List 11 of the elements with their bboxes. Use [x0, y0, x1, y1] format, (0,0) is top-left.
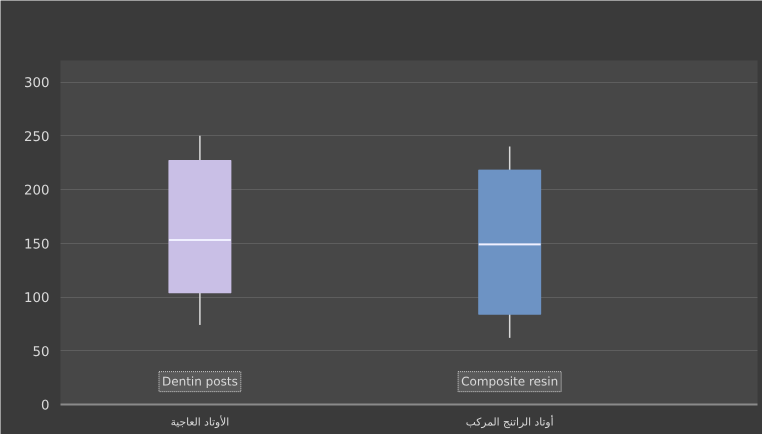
y-tick-label: 150 — [24, 237, 50, 252]
y-tick-label: 200 — [24, 184, 50, 198]
y-tick-label: 250 — [24, 130, 50, 145]
y-tick-label: 0 — [41, 398, 50, 414]
x-tick-label: أوتاد الراتنج المركب — [466, 414, 554, 428]
y-tick-label: 50 — [32, 344, 50, 360]
y-tick-label: 100 — [24, 291, 50, 306]
annotation: Composite resin — [461, 374, 558, 389]
x-tick-label: الأوتاد العاجية — [170, 414, 230, 428]
annotation: Dentin posts — [162, 374, 238, 389]
y-tick-label: 300 — [24, 76, 50, 91]
